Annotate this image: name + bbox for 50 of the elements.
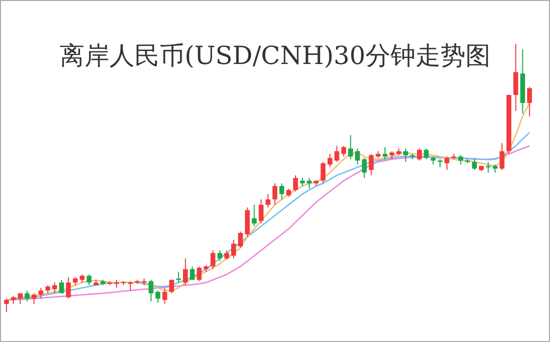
candlestick bbox=[444, 156, 450, 170]
candlestick bbox=[210, 250, 216, 270]
candlestick bbox=[66, 276, 71, 300]
candlestick bbox=[458, 154, 464, 166]
candlestick bbox=[424, 148, 429, 160]
candlestick bbox=[355, 148, 360, 166]
candlestick bbox=[190, 266, 195, 280]
candlestick bbox=[527, 86, 532, 117]
candlestick bbox=[196, 266, 202, 282]
candlestick bbox=[266, 194, 270, 208]
candlestick bbox=[231, 239, 236, 259]
candlestick bbox=[368, 153, 374, 176]
candlestick bbox=[382, 146, 388, 160]
candlestick bbox=[334, 145, 340, 162]
candlestick bbox=[224, 250, 230, 260]
candlestick bbox=[306, 178, 312, 190]
candlestick bbox=[279, 182, 284, 200]
candlestick bbox=[162, 287, 168, 304]
candlestick bbox=[320, 161, 326, 184]
candlestick bbox=[155, 290, 160, 304]
candlestick bbox=[169, 279, 174, 294]
candlestick bbox=[32, 292, 36, 304]
candlestick bbox=[183, 258, 188, 286]
candlestick bbox=[403, 148, 408, 162]
candlestick bbox=[18, 292, 23, 304]
candlestick bbox=[513, 44, 518, 112]
candlestick bbox=[341, 145, 346, 158]
candlestick bbox=[59, 279, 64, 294]
candlestick bbox=[362, 157, 367, 178]
candlestick bbox=[272, 182, 278, 206]
candlestick bbox=[486, 161, 491, 174]
candlestick bbox=[24, 290, 30, 302]
candlestick bbox=[472, 158, 477, 170]
candlestick bbox=[38, 287, 44, 300]
candlestick bbox=[86, 274, 92, 286]
candlestick bbox=[176, 271, 181, 284]
candlestick bbox=[252, 204, 257, 227]
candlestick bbox=[4, 298, 9, 312]
candlestick bbox=[148, 279, 154, 302]
candlestick bbox=[52, 282, 58, 294]
candlestick bbox=[293, 174, 298, 192]
chart-title: 离岸人民币(USD/CNH)30分钟走势图 bbox=[60, 41, 490, 70]
candlestick bbox=[258, 198, 264, 224]
candlestick bbox=[217, 250, 222, 262]
candlestick bbox=[128, 280, 133, 292]
candlestick bbox=[328, 153, 332, 168]
candlestick bbox=[238, 231, 243, 248]
candlestick bbox=[500, 142, 504, 170]
candlestick bbox=[417, 148, 422, 162]
candlestick bbox=[348, 134, 353, 160]
